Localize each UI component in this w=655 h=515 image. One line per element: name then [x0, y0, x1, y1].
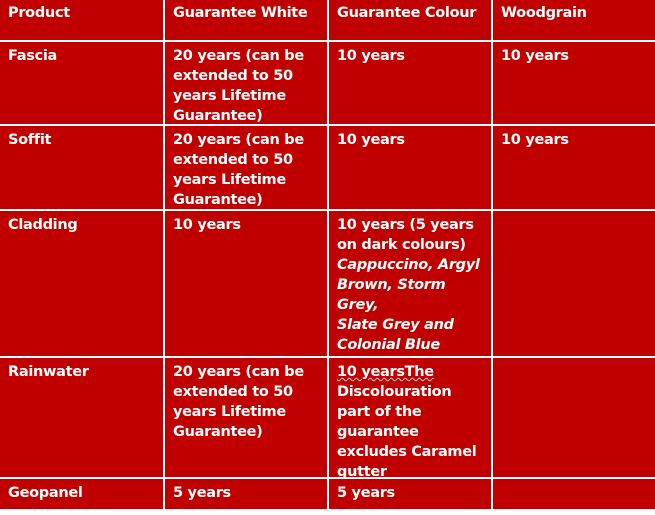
cell-woodgrain	[493, 211, 655, 356]
cell-woodgrain: 10 years	[493, 42, 655, 124]
header-product: Product	[0, 0, 163, 40]
cell-white: 5 years	[165, 479, 327, 509]
cell-product: Fascia	[0, 42, 163, 124]
header-guarantee-white: Guarantee White	[165, 0, 327, 40]
cell-colour: 10 years (5 years on dark colours) Cappu…	[329, 211, 491, 356]
header-woodgrain: Woodgrain	[493, 0, 655, 40]
cell-product: Soffit	[0, 126, 163, 209]
cell-woodgrain: 10 years	[493, 126, 655, 209]
cell-colour: 10 yearsThe Discolouration part of the g…	[329, 358, 491, 480]
colour-text: 10 years (5 years on dark colours)	[337, 217, 474, 253]
cell-colour: 10 years	[329, 42, 491, 124]
cell-white: 20 years (can be extended to 50 years Li…	[165, 42, 327, 124]
colour-text: Discolouration part of the guarantee exc…	[337, 384, 477, 480]
cell-product: Geopanel	[0, 479, 163, 509]
cell-colour: 5 years	[329, 479, 491, 509]
cell-white: 10 years	[165, 211, 327, 356]
cell-white: 20 years (can be extended to 50 years Li…	[165, 126, 327, 209]
spellcheck-text: 10 yearsThe	[337, 364, 434, 380]
cell-woodgrain	[493, 358, 655, 477]
cell-colour: 10 years	[329, 126, 491, 209]
dark-colours-list-2: Slate Grey and Colonial Blue	[337, 317, 454, 353]
cell-product: Cladding	[0, 211, 163, 356]
cell-white: 20 years (can be extended to 50 years Li…	[165, 358, 327, 477]
dark-colours-list: Cappuccino, Argyl Brown, Storm Grey,	[337, 257, 480, 313]
cell-woodgrain	[493, 479, 655, 509]
header-guarantee-colour: Guarantee Colour	[329, 0, 491, 40]
cell-product: Rainwater	[0, 358, 163, 477]
